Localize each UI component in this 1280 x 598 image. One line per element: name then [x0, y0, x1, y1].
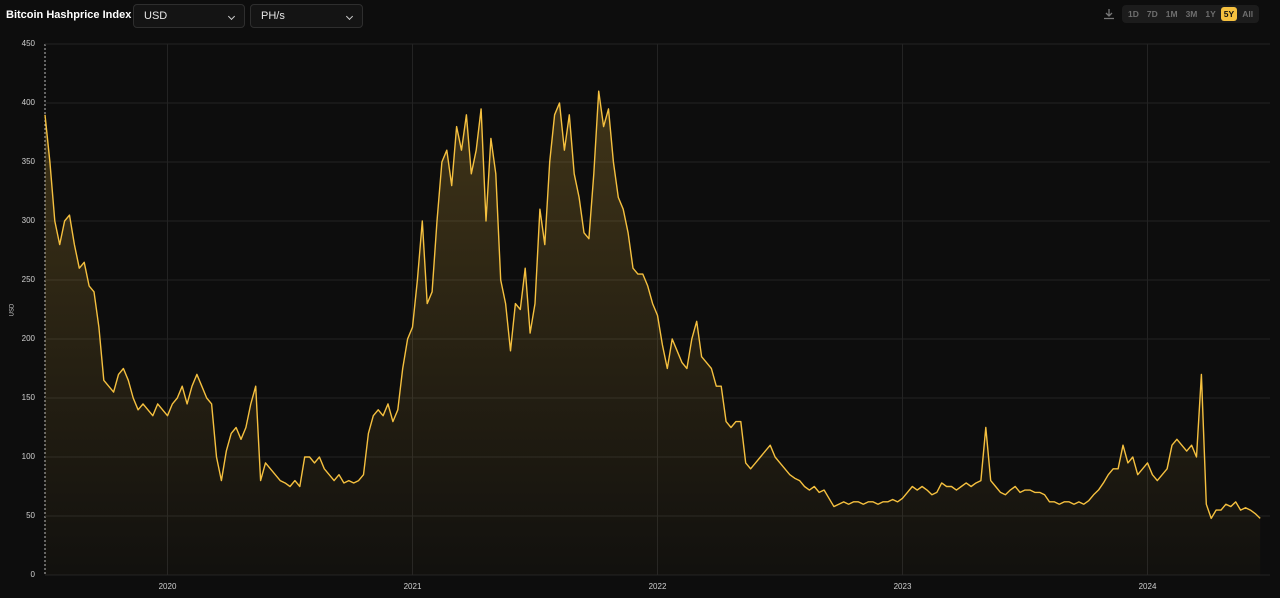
y-tick-label: 450: [22, 39, 36, 48]
y-tick-label: 250: [22, 275, 36, 284]
x-tick-label: 2021: [404, 582, 422, 591]
title: Bitcoin Hashprice Index: [6, 9, 132, 21]
price-line: [44, 90, 1261, 520]
y-tick-label: 200: [22, 334, 36, 343]
y-tick-label: 0: [31, 570, 36, 579]
x-tick-label: 2023: [894, 582, 912, 591]
y-tick-label: 300: [22, 216, 36, 225]
range-button[interactable]: 3M: [1185, 9, 1198, 19]
area-fill: [45, 91, 1261, 575]
range-selector: 1D 7D 1M 3M 1Y 5Y All: [1122, 5, 1260, 23]
range-button[interactable]: All: [1242, 9, 1254, 19]
y-tick-label: 100: [22, 452, 36, 461]
y-tick-label: 400: [22, 98, 36, 107]
y-tick-label: 350: [22, 157, 36, 166]
range-button[interactable]: 5Y: [1220, 7, 1238, 21]
x-tick-label: 2024: [1139, 582, 1157, 591]
x-tick-label: 2022: [649, 582, 667, 591]
y-axis-label: USD: [10, 303, 16, 316]
range-button[interactable]: 1D: [1128, 9, 1139, 19]
x-tick-label: 2020: [159, 582, 177, 591]
y-tick-label: 50: [26, 511, 35, 520]
currency-dropdown[interactable]: USD: [133, 4, 245, 28]
range-button[interactable]: 7D: [1146, 9, 1158, 19]
y-tick-label: 150: [22, 393, 36, 402]
download-icon[interactable]: [1103, 8, 1115, 20]
unit-dropdown[interactable]: PH/s: [250, 4, 363, 28]
range-button[interactable]: 1M: [1165, 9, 1178, 19]
range-button[interactable]: 1Y: [1205, 9, 1216, 19]
